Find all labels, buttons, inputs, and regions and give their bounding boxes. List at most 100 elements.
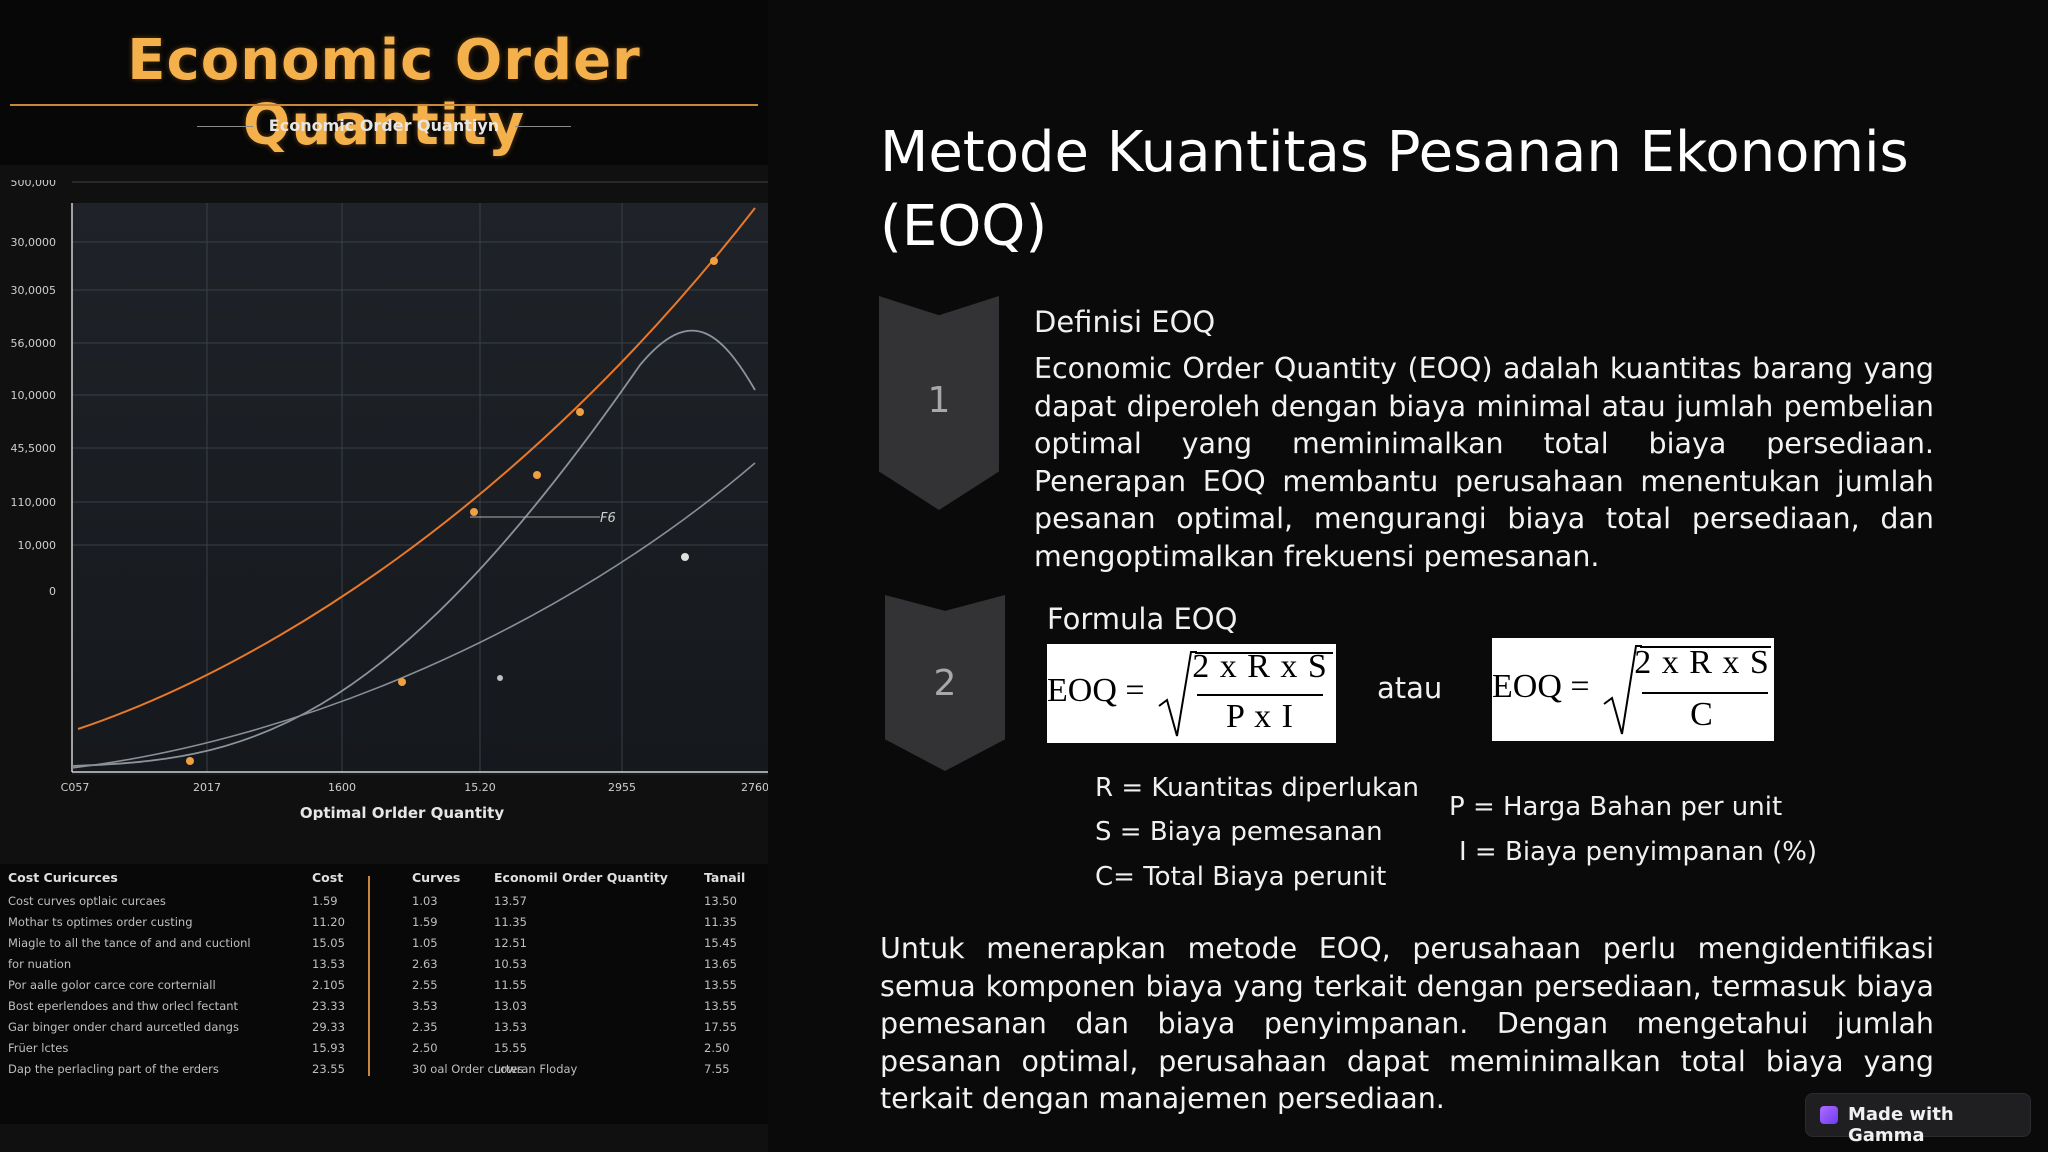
title-underline	[10, 104, 758, 106]
step-1-number: 1	[927, 380, 951, 421]
formula-2-radical-bar	[1640, 646, 1771, 648]
table-cell: 11.35	[704, 915, 737, 929]
table-cell: 1.59	[412, 915, 438, 929]
table-cell: 2.55	[412, 978, 438, 992]
variable-i: I = Biaya penyimpanan (%)	[1459, 837, 1818, 867]
step-1-chevron	[879, 296, 999, 510]
table-cell: Dap the perlacling part of the erders	[8, 1062, 219, 1076]
table-header-cell: Curves	[412, 870, 461, 885]
table-cell: 13.03	[494, 999, 527, 1013]
formula-2-fraction-bar	[1642, 692, 1768, 694]
formula-1-numerator: 2 x R x S	[1192, 648, 1328, 685]
point-marker	[681, 553, 689, 561]
y-tick-label: 500,000	[11, 180, 57, 189]
table-cell: 13.53	[494, 1020, 527, 1034]
table-cell: 13.50	[704, 894, 737, 908]
formula-1-lhs: EOQ =	[1047, 672, 1145, 709]
illustration-panel: Economic Order Quantity Economic Order Q…	[0, 0, 768, 1152]
x-tick-label: 15.20	[464, 781, 496, 794]
step-1-heading: Definisi EOQ	[1034, 305, 1216, 339]
table-cell: 11.20	[312, 915, 345, 929]
y-tick-label: 30,0005	[11, 284, 57, 297]
table-cell: Miagle to all the tance of and and cucti…	[8, 936, 251, 950]
y-tick-label: 10,000	[18, 539, 57, 552]
y-tick-label: 10,0000	[11, 389, 57, 402]
table-cell: 3.53	[412, 999, 438, 1013]
x-tick-labels: C057 2017 1600 15.20 2955 2760	[61, 781, 768, 794]
table-header-cell: Cost	[312, 870, 344, 885]
y-tick-label: 45,5000	[11, 442, 57, 455]
annotation-label: F6	[600, 511, 616, 526]
grid-vertical	[206, 203, 623, 772]
formula-2-numerator: 2 x R x S	[1634, 644, 1770, 681]
point-marker	[710, 257, 718, 265]
step-1-description: Economic Order Quantity (EOQ) adalah kua…	[1034, 352, 1934, 573]
table-cell: 10.53	[494, 957, 527, 971]
table-cell: Cost curves optlaic curcaes	[8, 894, 166, 908]
y-tick-label: 56,0000	[11, 337, 57, 350]
table-cell: 15.55	[494, 1041, 527, 1055]
table-cell: 1.03	[412, 894, 438, 908]
table-cell: Por aalle golor carce core corterniall	[8, 978, 216, 992]
point-marker	[398, 678, 406, 686]
step-2-number: 2	[933, 663, 957, 704]
table-cell: Gar binger onder chard aurcetled dangs	[8, 1020, 239, 1034]
eoq-chart: 500,00030,000030,000556,000010,000045,50…	[11, 180, 768, 820]
y-tick-label: 110,000	[11, 496, 57, 509]
subtitle-dash-left	[196, 126, 253, 127]
table-cell: 13.53	[312, 957, 345, 971]
table-cell: 23.55	[312, 1062, 345, 1076]
point-marker	[470, 508, 478, 516]
table-cell: 15.05	[312, 936, 345, 950]
table-cell: Früer lctes	[8, 1041, 69, 1055]
table-cell: 17.55	[704, 1020, 737, 1034]
illustration-header	[0, 0, 768, 165]
point-marker	[533, 471, 541, 479]
x-tick-label: 2017	[193, 781, 221, 794]
illustration-subtitle-row: Economic Order Quantiyn	[0, 116, 768, 135]
slide-title: Metode Kuantitas Pesanan Ekonomis (EOQ)	[880, 120, 1909, 259]
table-cell: 13.57	[494, 894, 527, 908]
variable-r: R = Kuantitas diperlukan	[1095, 773, 1420, 803]
point-marker	[186, 757, 194, 765]
gamma-badge-label: Made with Gamma	[1848, 1104, 1954, 1146]
table-cell: 2.35	[412, 1020, 438, 1034]
subtitle-dash-right	[515, 126, 572, 127]
eoq-formula-1: EOQ = 2 x R x S P x I	[1047, 644, 1336, 743]
step-2-chevron	[885, 595, 1005, 771]
illustration-title: Economic Order Quantity	[127, 28, 641, 158]
point-marker	[576, 408, 584, 416]
point-marker	[497, 675, 503, 681]
table-cell: 29.33	[312, 1020, 345, 1034]
orange-cost-curve	[77, 207, 756, 730]
gamma-logo-icon	[1820, 1106, 1838, 1124]
plot-area	[72, 203, 768, 775]
table-cell: for nuation	[8, 957, 72, 971]
step-2-heading: Formula EOQ	[1047, 602, 1238, 636]
formula-1-fraction-bar	[1197, 694, 1323, 696]
table-cell: 1.05	[412, 936, 438, 950]
table-cell: Lowran Floday	[494, 1062, 578, 1076]
formula-2-radical-sign	[1603, 645, 1642, 735]
table-cell: 23.33	[312, 999, 345, 1013]
formula-separator: atau	[1377, 671, 1443, 705]
table-divider	[368, 876, 370, 1076]
illustration-table: Cost Curicurces Cost Curves Economil Order …	[0, 864, 768, 1124]
x-tick-label: 1600	[328, 781, 356, 794]
variable-c: C= Total Biaya perunit	[1095, 862, 1387, 892]
formula-2-lhs: EOQ =	[1492, 668, 1590, 705]
y-tick-label: 0	[49, 585, 56, 598]
table-cell: 30 oal Order curtes	[412, 1062, 524, 1076]
table-cell: 7.55	[704, 1062, 730, 1076]
table-cell: 2.50	[412, 1041, 438, 1055]
illustration-subtitle: Economic Order Quantiyn	[268, 116, 500, 135]
table-cell: 11.35	[494, 915, 527, 929]
x-axis-title: Optimal Orlder Quantity	[300, 804, 504, 820]
made-with-gamma-badge[interactable]: Made with Gamma	[1805, 1093, 2031, 1146]
y-tick-labels: 500,00030,000030,000556,000010,000045,50…	[11, 180, 57, 598]
variable-p: P = Harga Bahan per unit	[1449, 792, 1783, 822]
table-cell: Mothar ts optimes order custing	[8, 915, 193, 929]
formula-1-radical-sign	[1158, 651, 1197, 737]
table-cell: Bost eperlendoes and thw orlecl fectant	[8, 999, 239, 1013]
table-header-cell: Economil Order Quantity	[494, 870, 668, 885]
